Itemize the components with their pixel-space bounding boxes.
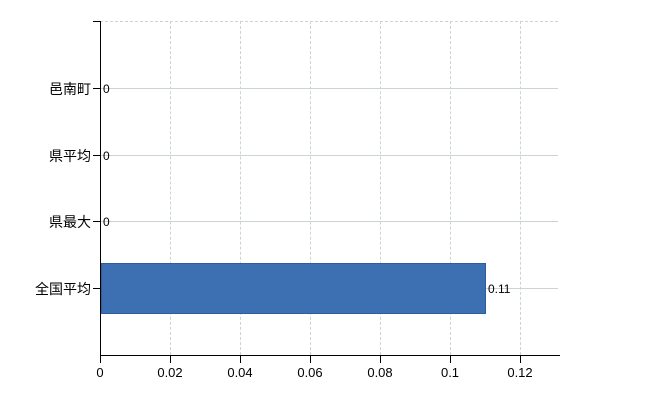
y-axis-tick — [93, 154, 100, 156]
plot-top-gridline — [100, 21, 558, 22]
x-tick-label: 0.02 — [157, 365, 183, 380]
category-label: 邑南町 — [49, 80, 91, 97]
x-axis-tick — [520, 356, 521, 363]
category-gridline — [100, 221, 558, 223]
value-label: 0.11 — [488, 282, 511, 297]
y-axis-tick — [93, 288, 100, 290]
y-axis-tick — [93, 221, 100, 223]
category-gridline — [100, 154, 558, 156]
y-axis-top-tick — [93, 21, 100, 22]
x-axis-tick — [310, 356, 311, 363]
x-axis-tick — [170, 356, 171, 363]
x-axis-line — [100, 355, 560, 356]
vertical-gridline — [170, 21, 171, 355]
x-axis-tick — [380, 356, 381, 363]
vertical-gridline — [310, 21, 311, 355]
value-label: 0 — [103, 215, 110, 230]
x-tick-label: 0.12 — [507, 365, 533, 380]
x-axis-tick — [100, 356, 101, 363]
value-label: 0 — [103, 148, 110, 163]
y-axis-tick — [93, 87, 100, 89]
x-tick-label: 0.08 — [367, 365, 393, 380]
category-gridline — [100, 87, 558, 89]
x-axis-tick — [450, 356, 451, 363]
x-axis-tick — [240, 356, 241, 363]
category-label: 県最大 — [49, 214, 91, 231]
category-label: 県平均 — [49, 147, 91, 164]
x-tick-label: 0.04 — [227, 365, 253, 380]
bar — [101, 262, 486, 314]
vertical-gridline — [240, 21, 241, 355]
category-label: 全国平均 — [35, 281, 91, 298]
x-tick-label: 0.1 — [440, 365, 460, 380]
vertical-gridline — [520, 21, 521, 355]
x-tick-label: 0 — [96, 365, 104, 380]
x-tick-label: 0.06 — [297, 365, 323, 380]
y-axis-line — [100, 21, 101, 356]
vertical-gridline — [380, 21, 381, 355]
vertical-gridline — [450, 21, 451, 355]
value-label: 0 — [103, 81, 110, 96]
